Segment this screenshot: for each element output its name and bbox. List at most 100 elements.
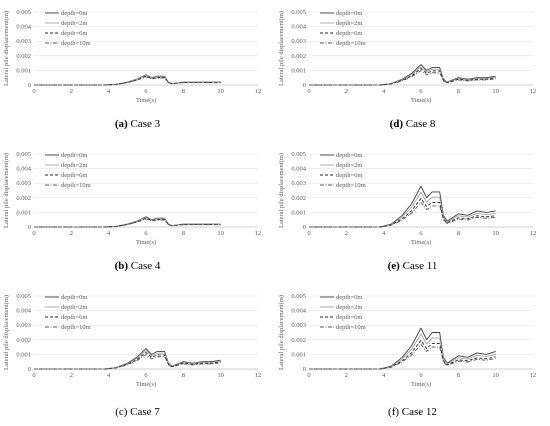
chart-panel-f: 0 0.001 0.002 0.003 0.004 0.005 0 2 4 6 8 10 12 Time(…	[275, 284, 550, 426]
legend-label: depth=10m	[61, 324, 91, 331]
x-tick-label: 10	[217, 88, 224, 95]
caption-b: (b) Case 4	[0, 260, 275, 273]
x-tick-label: 4	[107, 88, 111, 95]
y-tick-label: 0.005	[291, 151, 306, 158]
x-tick-label: 0	[307, 230, 310, 237]
chart-a: 0 0.001 0.002 0.003 0.004 0.005 0 2 4 6 8 10 12 Time(…	[3, 9, 262, 104]
caption-tag: (d)	[389, 118, 404, 130]
series-line-depth-10m	[34, 76, 221, 86]
legend-label: depth=10m	[61, 182, 91, 189]
chart-d: 0 0.001 0.002 0.003 0.004 0.005 0 2 4 6 8 10 12 Time(…	[278, 9, 536, 104]
chart-panel-d: 0 0.001 0.002 0.003 0.004 0.005 0 2 4 6 8 10 12 Time(…	[275, 0, 550, 142]
x-tick-label: 2	[345, 88, 348, 95]
x-tick-label: 6	[419, 372, 423, 379]
chart-panel-c: 0 0.001 0.002 0.003 0.004 0.005 0 2 4 6 8 10 12 Time(…	[0, 284, 275, 426]
x-tick-label: 0	[32, 88, 35, 95]
x-tick-label: 2	[70, 372, 73, 379]
x-tick-label: 0	[32, 230, 35, 237]
caption-f: (f) Case 12	[275, 406, 550, 419]
y-tick-label: 0.003	[291, 38, 306, 45]
series-line-depth-2m	[309, 191, 496, 228]
x-tick-label: 8	[182, 372, 185, 379]
legend-label: depth=0m	[336, 10, 362, 17]
y-tick-label: 0	[28, 366, 31, 373]
y-tick-label: 0.005	[16, 151, 31, 158]
x-tick-label: 2	[345, 372, 348, 379]
legend-label: depth=6m	[61, 314, 87, 321]
y-axis-label: Lateral pile displacement(m)	[3, 11, 10, 86]
x-tick-label: 10	[492, 88, 499, 95]
x-tick-label: 12	[530, 230, 537, 237]
caption-tag: (a)	[114, 118, 128, 130]
legend-label: depth=6m	[336, 30, 362, 37]
y-tick-label: 0	[303, 82, 306, 89]
y-tick-label: 0	[28, 224, 31, 231]
y-tick-label: 0.003	[16, 180, 31, 187]
x-axis-label: Time(s)	[411, 97, 431, 104]
x-tick-label: 10	[492, 372, 499, 379]
x-tick-label: 2	[70, 230, 73, 237]
x-tick-label: 6	[419, 230, 423, 237]
series-line-depth-0m	[34, 74, 221, 86]
caption-e: (e) Case 11	[275, 260, 550, 273]
series-line-depth-10m	[309, 202, 496, 228]
legend-label: depth=0m	[61, 294, 87, 301]
series-line-depth-10m	[309, 70, 496, 86]
y-axis-label: Lateral pile displacement(m)	[278, 11, 285, 86]
y-tick-label: 0.004	[291, 166, 306, 173]
x-tick-label: 4	[382, 88, 386, 95]
series-line-depth-6m	[309, 339, 496, 370]
legend-label: depth=10m	[336, 40, 366, 47]
y-tick-label: 0.005	[291, 9, 306, 16]
x-tick-label: 4	[382, 230, 386, 237]
legend-label: depth=6m	[61, 172, 87, 179]
chart-f: 0 0.001 0.002 0.003 0.004 0.005 0 2 4 6 8 10 12 Time(…	[278, 293, 537, 388]
legend-label: depth=0m	[336, 152, 362, 159]
x-axis-label: Time(s)	[136, 239, 156, 246]
series-line-depth-6m	[34, 75, 221, 86]
series-line-depth-6m	[34, 217, 221, 228]
legend-label: depth=2m	[61, 304, 87, 311]
x-tick-label: 10	[217, 230, 224, 237]
y-tick-label: 0	[303, 224, 306, 231]
x-tick-label: 12	[530, 372, 537, 379]
x-tick-label: 4	[107, 230, 111, 237]
y-tick-label: 0.002	[16, 195, 31, 202]
y-tick-label: 0.002	[291, 53, 306, 60]
y-tick-label: 0.003	[16, 322, 31, 329]
legend-label: depth=0m	[61, 152, 87, 159]
legend-label: depth=6m	[336, 172, 362, 179]
x-tick-label: 12	[255, 230, 262, 237]
series-line-depth-2m	[309, 333, 496, 370]
series-line-depth-0m	[309, 327, 496, 370]
chart-b: 0 0.001 0.002 0.003 0.004 0.005 0 2 4 6 8 10 12 Time(…	[3, 151, 262, 246]
y-axis-label: Lateral pile displacement(m)	[278, 153, 285, 228]
series-line-depth-6m	[309, 197, 496, 228]
legend-label: depth=2m	[61, 162, 87, 169]
legend-label: depth=6m	[61, 30, 87, 37]
series-line-depth-6m	[34, 352, 221, 370]
y-tick-label: 0	[303, 366, 306, 373]
y-tick-label: 0.005	[16, 9, 31, 16]
series-line-depth-2m	[34, 216, 221, 228]
x-tick-label: 4	[382, 372, 386, 379]
y-tick-label: 0.003	[16, 38, 31, 45]
y-tick-label: 0.004	[291, 308, 306, 315]
chart-panel-e: 0 0.001 0.002 0.003 0.004 0.005 0 2 4 6 8 10 12 Time(…	[275, 142, 550, 284]
y-tick-label: 0.001	[291, 67, 306, 74]
x-tick-label: 12	[255, 88, 262, 95]
x-tick-label: 4	[107, 372, 111, 379]
x-tick-label: 8	[182, 230, 185, 237]
series-line-depth-2m	[34, 350, 221, 370]
y-tick-label: 0.001	[291, 209, 306, 216]
series-line-depth-2m	[34, 74, 221, 86]
caption-tag: (e)	[387, 260, 400, 272]
caption-tag: (f)	[388, 406, 400, 418]
x-tick-label: 6	[144, 372, 148, 379]
series-line-depth-0m	[34, 348, 221, 370]
x-tick-label: 6	[419, 88, 423, 95]
legend-label: depth=0m	[336, 294, 362, 301]
legend-label: depth=2m	[336, 20, 362, 27]
caption-a: (a) Case 3	[0, 118, 275, 131]
legend-label: depth=2m	[336, 304, 362, 311]
